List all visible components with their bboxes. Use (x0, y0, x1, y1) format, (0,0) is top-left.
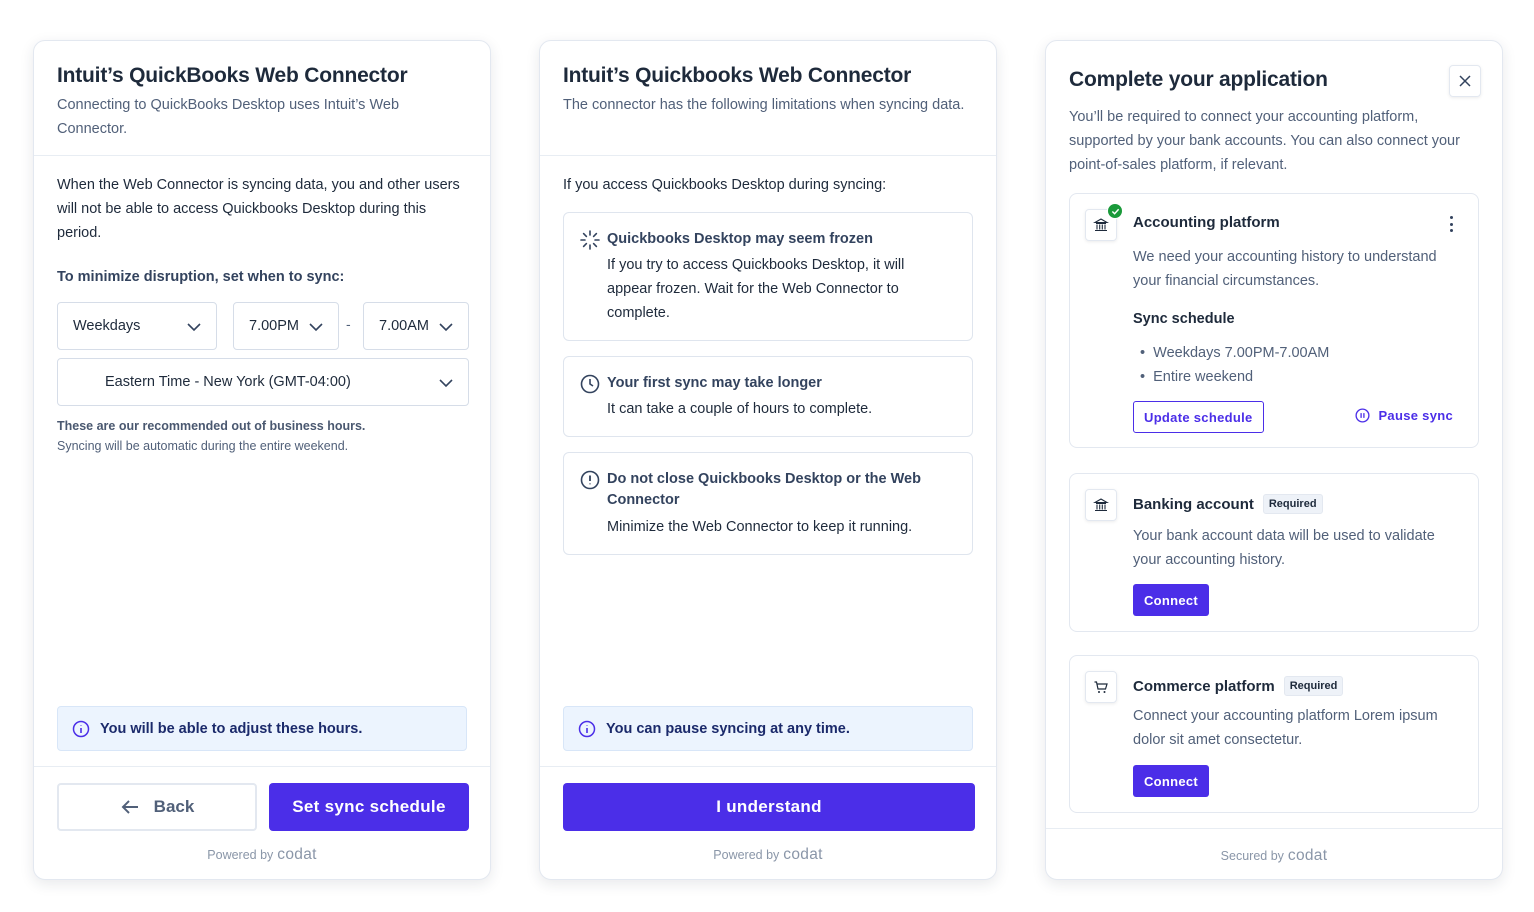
card-body: If you try to access Quickbooks Desktop,… (607, 257, 905, 321)
chevron-down-icon (438, 375, 454, 391)
info-banner: You will be able to adjust these hours. (57, 706, 467, 751)
card-title-text: Banking account (1133, 495, 1254, 513)
panel-title: Intuit’s QuickBooks Web Connector (57, 64, 408, 87)
panel-title: Intuit’s Quickbooks Web Connector (563, 64, 912, 87)
clock-icon (580, 374, 600, 394)
divider (1046, 828, 1502, 829)
commerce-platform-card: Commerce platform Required Connect your a… (1069, 655, 1479, 813)
card-title: Quickbooks Desktop may seem frozen (607, 231, 873, 247)
timezone-value: Eastern Time - New York (GMT-04:00) (105, 374, 351, 390)
chevron-down-icon (308, 319, 324, 335)
secured-by: Secured by codat (1046, 847, 1502, 865)
warning-card: Quickbooks Desktop may seem frozen If yo… (563, 212, 973, 341)
arrow-left-icon (121, 800, 138, 814)
divider (34, 155, 490, 156)
back-label: Back (153, 797, 195, 816)
panel-title: Complete your application (1069, 68, 1328, 91)
info-text: You can pause syncing at any time. (606, 720, 850, 737)
panel-subtitle: You’ll be required to connect your accou… (1069, 109, 1460, 173)
info-icon (72, 720, 90, 738)
secured-label: Secured by (1220, 849, 1284, 863)
sync-prompt: To minimize disruption, set when to sync… (57, 269, 345, 285)
accounting-platform-card: Accounting platform We need your account… (1069, 193, 1479, 448)
panel-subtitle: Connecting to QuickBooks Desktop uses In… (57, 97, 400, 137)
codat-logo: codat (783, 846, 823, 863)
limitations-panel: Intuit’s Quickbooks Web Connector The co… (539, 40, 997, 880)
card-body: We need your accounting history to under… (1133, 249, 1437, 289)
bank-icon (1085, 209, 1117, 241)
loader-icon (580, 230, 600, 250)
divider (540, 766, 996, 767)
divider (540, 155, 996, 156)
set-sync-schedule-button[interactable]: Set sync schedule (269, 783, 469, 831)
card-title: Your first sync may take longer (607, 375, 822, 391)
codat-logo: codat (277, 846, 317, 863)
required-badge: Required (1283, 676, 1344, 696)
pause-sync-button[interactable]: Pause sync (1355, 408, 1453, 423)
connect-commerce-button[interactable]: Connect (1133, 765, 1209, 797)
note: Syncing will be automatic during the ent… (57, 439, 349, 453)
schedule-item-text: Entire weekend (1153, 369, 1254, 385)
schedule-item: • Entire weekend (1140, 369, 1254, 385)
connect-banking-button[interactable]: Connect (1133, 584, 1209, 616)
card-body: It can take a couple of hours to complet… (607, 401, 873, 417)
intro-text: If you access Quickbooks Desktop during … (563, 177, 887, 193)
bank-icon (1085, 489, 1117, 521)
chevron-down-icon (438, 319, 454, 335)
days-value: Weekdays (73, 318, 141, 334)
card-title: Commerce platform Required (1133, 676, 1344, 696)
panel-subtitle: The connector has the following limitati… (563, 97, 965, 113)
card-title: Accounting platform (1133, 214, 1280, 231)
more-options-icon[interactable] (1450, 216, 1454, 232)
card-title: Banking account Required (1133, 494, 1323, 514)
timezone-select[interactable]: Eastern Time - New York (GMT-04:00) (57, 358, 469, 406)
card-title-text: Accounting platform (1133, 214, 1280, 231)
pause-circle-icon (1355, 408, 1370, 423)
close-button[interactable] (1449, 65, 1481, 97)
back-button[interactable]: Back (57, 783, 257, 831)
update-schedule-button[interactable]: Update schedule (1133, 401, 1264, 433)
sync-schedule-title: Sync schedule (1133, 311, 1235, 327)
alert-circle-icon (580, 470, 600, 490)
days-select[interactable]: Weekdays (57, 302, 217, 350)
info-banner: You can pause syncing at any time. (563, 706, 973, 751)
cart-icon (1085, 671, 1117, 703)
card-title: Do not close Quickbooks Desktop or the W… (607, 471, 921, 508)
powered-by: Powered by codat (34, 846, 490, 864)
start-time-value: 7.00PM (249, 318, 299, 334)
schedule-item-text: Weekdays 7.00PM-7.00AM (1153, 345, 1330, 361)
divider (34, 766, 490, 767)
warning-card: Your first sync may take longer It can t… (563, 356, 973, 437)
schedule-item: • Weekdays 7.00PM-7.00AM (1140, 345, 1330, 361)
time-separator: - (346, 316, 351, 332)
warning-card: Do not close Quickbooks Desktop or the W… (563, 452, 973, 555)
card-body: Minimize the Web Connector to keep it ru… (607, 519, 913, 535)
end-time-select[interactable]: 7.00AM (363, 302, 469, 350)
close-icon (1459, 75, 1471, 87)
powered-label: Powered by (713, 848, 780, 862)
powered-by: Powered by codat (540, 846, 996, 864)
pause-sync-label: Pause sync (1378, 408, 1453, 423)
chevron-down-icon (186, 319, 202, 335)
note-bold: These are our recommended out of busines… (57, 419, 366, 433)
complete-application-panel: Complete your application You’ll be requ… (1045, 40, 1503, 880)
card-body: Connect your accounting platform Lorem i… (1133, 708, 1438, 748)
sync-schedule-panel: Intuit’s QuickBooks Web Connector Connec… (33, 40, 491, 880)
body-text: When the Web Connector is syncing data, … (57, 177, 460, 241)
powered-label: Powered by (207, 848, 274, 862)
banking-account-card: Banking account Required Your bank accoun… (1069, 473, 1479, 632)
card-body: Your bank account data will be used to v… (1133, 528, 1435, 568)
codat-logo: codat (1287, 847, 1328, 864)
info-text: You will be able to adjust these hours. (100, 720, 363, 737)
info-icon (578, 720, 596, 738)
i-understand-button[interactable]: I understand (563, 783, 975, 831)
end-time-value: 7.00AM (379, 318, 429, 334)
start-time-select[interactable]: 7.00PM (233, 302, 339, 350)
connected-check-icon (1107, 203, 1123, 219)
required-badge: Required (1262, 494, 1323, 514)
schedule-list: • Weekdays 7.00PM-7.00AM • Entire weeken… (1140, 341, 1329, 389)
card-title-text: Commerce platform (1133, 677, 1275, 695)
